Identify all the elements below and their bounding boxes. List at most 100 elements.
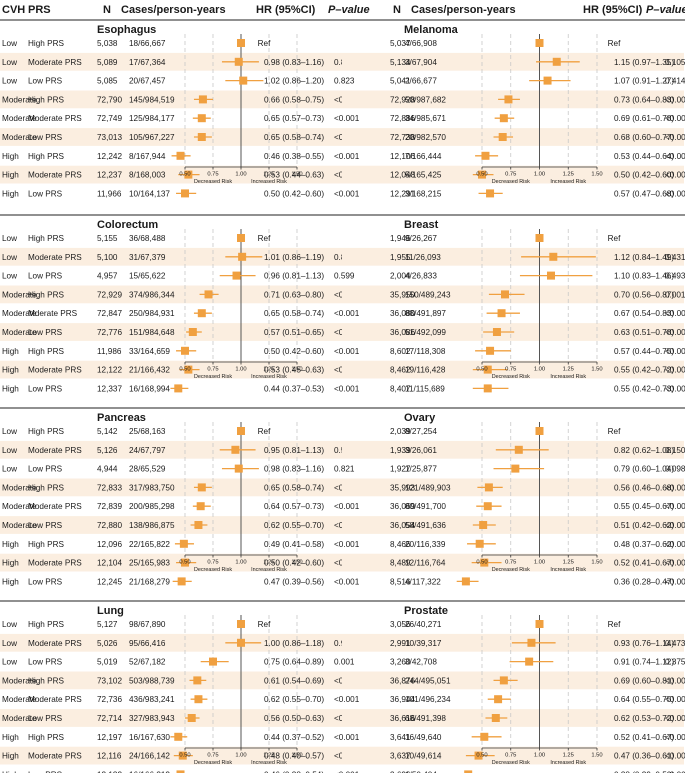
- x-tick-label: 1.25: [263, 753, 274, 759]
- hr-point: [535, 620, 544, 628]
- cases-value: 33/164,659: [129, 347, 170, 356]
- prs-label: High PRS: [28, 620, 64, 629]
- row-band: [342, 709, 684, 727]
- hr-text: 0.50 (0.42–0.60): [264, 347, 324, 356]
- n-value: 4,957: [97, 272, 118, 281]
- hr-text: 0.44 (0.37–0.52): [264, 733, 324, 742]
- cases-value: 7/166,444: [405, 152, 442, 161]
- p-value: <0.001: [665, 676, 685, 685]
- n-value: 36,086: [390, 328, 415, 337]
- hr-text: 0.57 (0.44–0.75): [614, 347, 674, 356]
- cvh-label: Low: [2, 465, 17, 474]
- hr-point: [232, 271, 241, 280]
- hr-point: [494, 695, 503, 704]
- x-tick-label: 0.50: [179, 367, 190, 373]
- prs-label: Low PRS: [28, 272, 63, 281]
- n-value: 1,927: [390, 465, 411, 474]
- cases-value: 9/26,267: [405, 234, 437, 243]
- n-value: 72,738: [390, 133, 415, 142]
- cases-value: 138/986,875: [129, 521, 175, 530]
- hr-text: 1.01 (0.86–1.19): [264, 253, 324, 262]
- cases-value: 101/496,234: [405, 695, 451, 704]
- hr-point: [480, 732, 489, 741]
- decreased-risk-label: Decreased Risk: [492, 760, 530, 766]
- x-tick-label: 1.25: [563, 753, 574, 759]
- n-value: 5,100: [97, 253, 118, 262]
- cases-value: 503/988,739: [129, 676, 175, 685]
- cvh-label: Moderate: [2, 114, 37, 123]
- cvh-label: High: [2, 733, 19, 742]
- row-band: [0, 165, 342, 184]
- hr-point: [174, 384, 183, 393]
- header-hr-right: HR (95%CI): [583, 4, 643, 16]
- hr-point: [181, 558, 189, 567]
- prs-label: High PRS: [28, 95, 64, 104]
- hr-text: 1.07 (0.91–1.27): [614, 77, 674, 86]
- hr-text: 0.53 (0.44–0.64): [614, 152, 674, 161]
- panels-layer: Esophagus Low High PRS 5,038 18/66,667 Ref Low…: [0, 19, 685, 778]
- cases-value: 3/168,215: [405, 189, 442, 198]
- n-value: 5,038: [97, 39, 118, 48]
- increased-risk-label: Increased Risk: [251, 179, 287, 185]
- row-band: [0, 440, 342, 459]
- cases-value: 34/985,671: [405, 114, 446, 123]
- prs-label: Moderate PRS: [28, 253, 82, 262]
- cases-value: 19/116,428: [405, 366, 446, 375]
- p-value: <0.001: [334, 152, 360, 161]
- cvh-label: Low: [2, 446, 17, 455]
- hr-text: 0.55 (0.42–0.73): [614, 384, 674, 393]
- n-value: 72,776: [97, 328, 122, 337]
- cvh-label: High: [2, 189, 19, 198]
- x-tick-label: 0.75: [505, 753, 516, 759]
- hr-point: [501, 290, 509, 299]
- n-value: 8,407: [390, 384, 411, 393]
- hr-point: [527, 638, 536, 647]
- cvh-label: Moderate: [2, 502, 37, 511]
- x-tick-label: 0.50: [476, 367, 487, 373]
- hr-text: 0.46 (0.38–0.55): [264, 152, 324, 161]
- hr-text: 1.15 (0.97–1.35): [614, 58, 674, 67]
- n-value: 5,134: [390, 58, 411, 67]
- prs-label: High PRS: [28, 290, 64, 299]
- cases-value: 24/166,142: [129, 752, 170, 761]
- n-value: 2,004: [390, 272, 411, 281]
- p-value: <0.001: [665, 133, 685, 142]
- hr-text: Ref: [258, 427, 271, 436]
- cases-value: 95/66,416: [129, 639, 166, 648]
- prs-label: Low PRS: [28, 521, 63, 530]
- hr-point: [497, 309, 506, 318]
- cases-value: 80/491,700: [405, 502, 446, 511]
- hr-text: 0.96 (0.81–1.13): [264, 272, 324, 281]
- cases-value: 28/65,529: [129, 465, 166, 474]
- p-value: <0.001: [665, 189, 685, 198]
- p-value: <0.001: [665, 114, 685, 123]
- cases-value: 12/116,764: [405, 559, 446, 568]
- cvh-label: Low: [2, 234, 17, 243]
- p-value: 0.105: [665, 58, 685, 67]
- n-value: 72,880: [97, 521, 122, 530]
- hr-point: [196, 502, 205, 511]
- hr-text: 1.10 (0.83–1.46): [614, 272, 674, 281]
- x-tick-label: 1.00: [534, 367, 545, 373]
- cases-value: 11/26,093: [405, 253, 441, 262]
- n-value: 12,237: [97, 171, 122, 180]
- x-tick-label: 1.00: [235, 367, 246, 373]
- cvh-label: High: [2, 540, 19, 549]
- x-tick-label: 1.00: [534, 560, 545, 566]
- cases-value: 20/982,570: [405, 133, 446, 142]
- hr-point: [535, 39, 544, 47]
- hr-text: Ref: [608, 234, 621, 243]
- p-value: 0.493: [665, 272, 685, 281]
- panel-title: Pancreas: [97, 412, 146, 424]
- x-tick-label: 0.50: [476, 560, 487, 566]
- row-band: [0, 746, 342, 765]
- hr-text: Ref: [258, 234, 271, 243]
- n-value: 5,155: [97, 234, 118, 243]
- hr-text: 0.36 (0.28–0.47): [614, 577, 674, 586]
- n-value: 72,886: [390, 114, 415, 123]
- panel-title: Lung: [97, 605, 124, 617]
- p-value: <0.001: [334, 114, 360, 123]
- n-value: 1,939: [390, 446, 411, 455]
- hr-point: [511, 464, 520, 473]
